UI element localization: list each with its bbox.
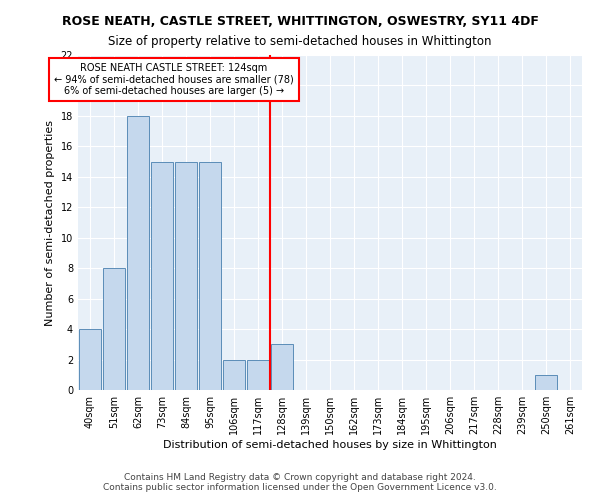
Bar — [223, 360, 245, 390]
Bar — [79, 329, 101, 390]
Bar — [247, 360, 269, 390]
Bar — [127, 116, 149, 390]
Text: Contains HM Land Registry data © Crown copyright and database right 2024.
Contai: Contains HM Land Registry data © Crown c… — [103, 473, 497, 492]
X-axis label: Distribution of semi-detached houses by size in Whittington: Distribution of semi-detached houses by … — [163, 440, 497, 450]
Bar — [535, 375, 557, 390]
Y-axis label: Number of semi-detached properties: Number of semi-detached properties — [45, 120, 55, 326]
Bar — [199, 162, 221, 390]
Bar — [271, 344, 293, 390]
Bar — [103, 268, 125, 390]
Bar — [151, 162, 173, 390]
Text: ROSE NEATH CASTLE STREET: 124sqm
← 94% of semi-detached houses are smaller (78)
: ROSE NEATH CASTLE STREET: 124sqm ← 94% o… — [54, 62, 294, 96]
Text: Size of property relative to semi-detached houses in Whittington: Size of property relative to semi-detach… — [108, 35, 492, 48]
Bar — [175, 162, 197, 390]
Text: ROSE NEATH, CASTLE STREET, WHITTINGTON, OSWESTRY, SY11 4DF: ROSE NEATH, CASTLE STREET, WHITTINGTON, … — [62, 15, 538, 28]
